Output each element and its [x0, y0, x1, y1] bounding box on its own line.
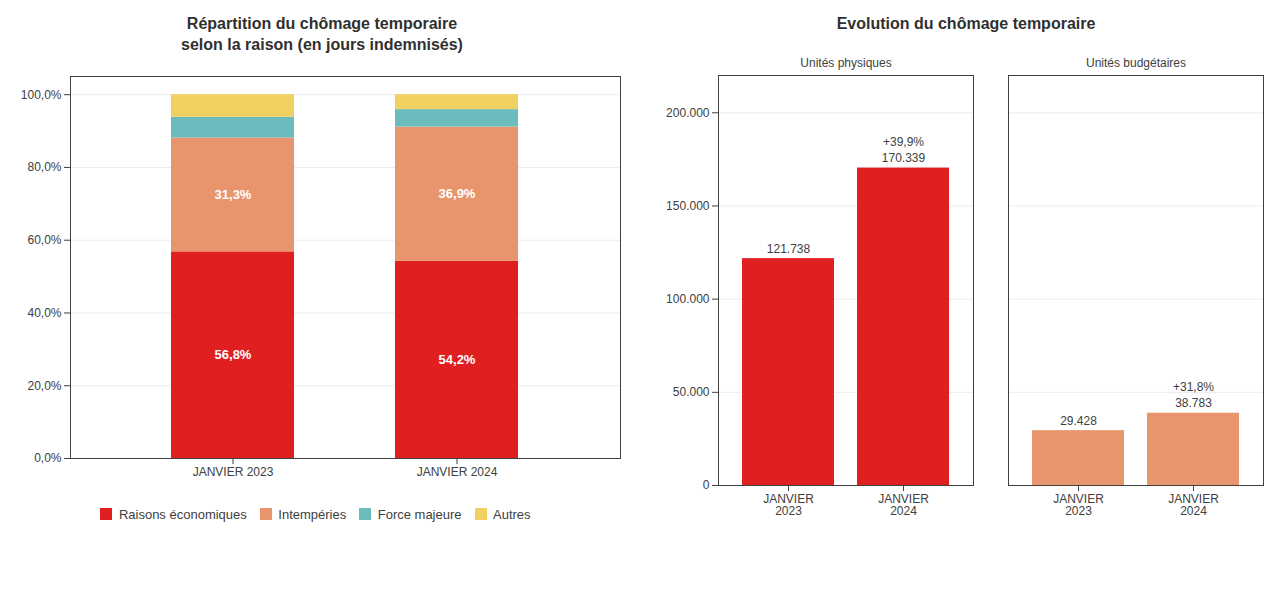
- svg-text:170.339: 170.339: [882, 151, 926, 165]
- svg-text:JANVIER2023: JANVIER2023: [763, 492, 814, 518]
- svg-text:31,3%: 31,3%: [215, 187, 252, 202]
- html-text:Raisons économiques: Raisons économiques: [118, 506, 247, 522]
- svg-text:29.428: 29.428: [1060, 413, 1097, 427]
- svg-text:80,0%: 80,0%: [27, 160, 61, 174]
- svg-text:56,8%: 56,8%: [215, 347, 252, 362]
- html-text:Force majeure: Force majeure: [377, 506, 462, 522]
- svg-text:54,2%: 54,2%: [439, 352, 476, 367]
- html-text:Autres: Autres: [493, 506, 531, 522]
- svg-text:100,0%: 100,0%: [21, 87, 62, 101]
- svg-text:20,0%: 20,0%: [27, 378, 61, 392]
- svg-text:Unités physiques: Unités physiques: [800, 55, 891, 69]
- svg-text:JANVIER2023: JANVIER2023: [1053, 492, 1104, 518]
- svg-text:JANVIER2024: JANVIER2024: [878, 492, 929, 518]
- svg-text:0,0%: 0,0%: [34, 451, 62, 465]
- svg-text:150.000: 150.000: [666, 199, 710, 213]
- svg-text:+39,9%: +39,9%: [883, 135, 924, 149]
- svg-text:Unités budgétaires: Unités budgétaires: [1086, 55, 1186, 69]
- html-text:Répartition du chômage tempora: Répartition du chômage temporaire selon …: [181, 15, 463, 53]
- svg-text:121.738: 121.738: [767, 241, 811, 255]
- svg-text:50.000: 50.000: [673, 385, 710, 399]
- html-text:Intempéries: Intempéries: [278, 506, 347, 522]
- svg-text:60,0%: 60,0%: [27, 233, 61, 247]
- svg-text:38.783: 38.783: [1175, 396, 1212, 410]
- svg-text:200.000: 200.000: [666, 105, 710, 119]
- svg-text:JANVIER 2024: JANVIER 2024: [417, 465, 498, 479]
- svg-text:+31,8%: +31,8%: [1173, 380, 1214, 394]
- svg-text:JANVIER 2023: JANVIER 2023: [193, 465, 274, 479]
- svg-text:0: 0: [703, 478, 710, 492]
- svg-text:36,9%: 36,9%: [439, 186, 476, 201]
- svg-text:100.000: 100.000: [666, 292, 710, 306]
- html-text:Evolution du chômage temporair: Evolution du chômage temporaire: [836, 15, 1096, 32]
- svg-text:JANVIER2024: JANVIER2024: [1168, 492, 1219, 518]
- svg-text:40,0%: 40,0%: [27, 305, 61, 319]
